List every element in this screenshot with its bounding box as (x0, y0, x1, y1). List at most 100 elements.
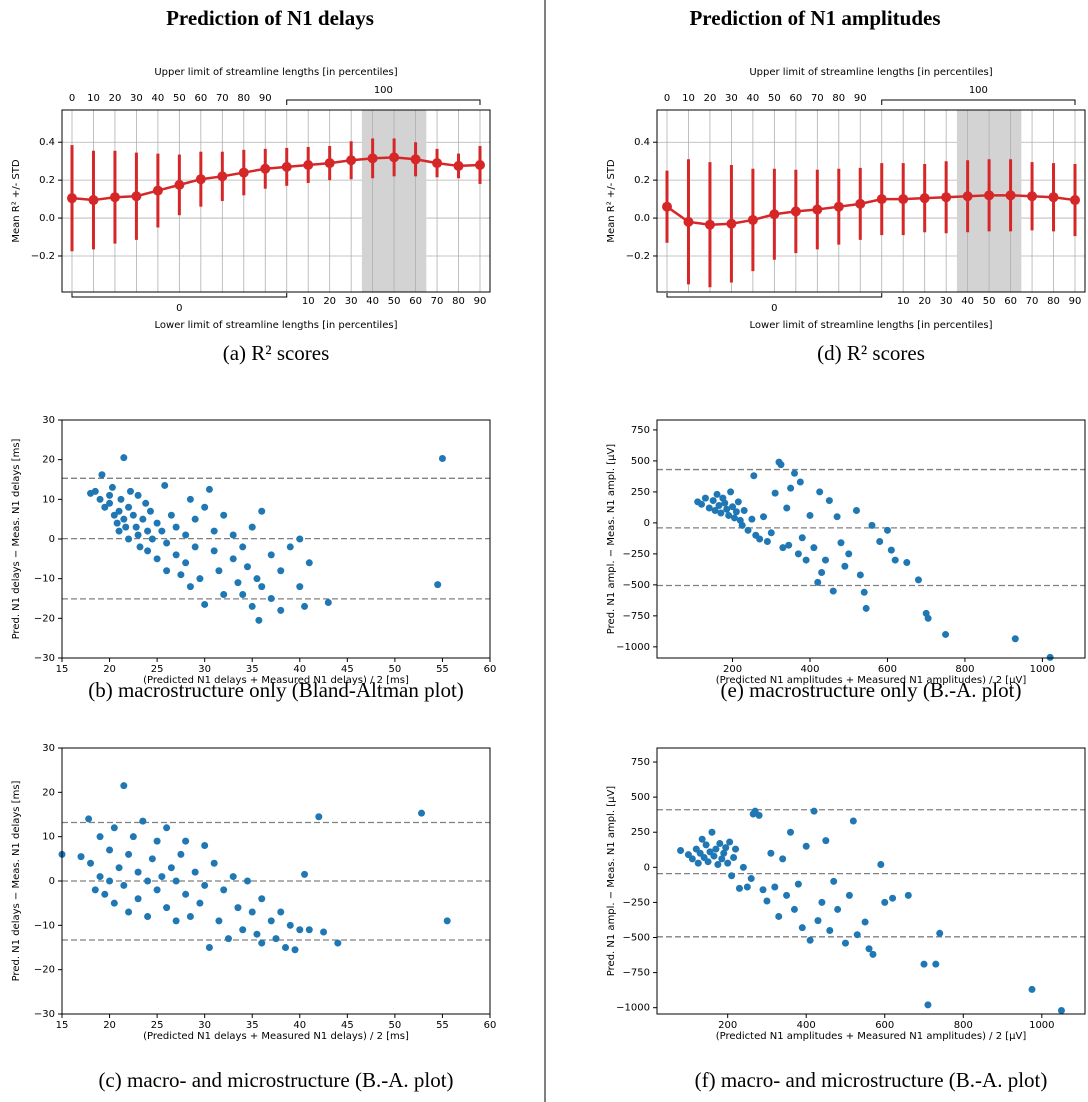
top-tick-label: 10 (682, 93, 695, 104)
point (91, 487, 99, 495)
y-tick-label: −0.2 (31, 251, 55, 262)
point (134, 491, 142, 499)
point (301, 602, 309, 610)
point (759, 886, 767, 894)
mean-point (876, 194, 887, 205)
bottom-tick-label: 90 (1069, 296, 1082, 307)
point (726, 838, 734, 846)
point (877, 861, 885, 869)
point (163, 539, 171, 547)
point (856, 571, 864, 579)
point (755, 811, 763, 819)
point (129, 511, 137, 519)
y-tick-label: 0.2 (634, 175, 650, 186)
y-tick-label: −20 (34, 965, 55, 976)
point (258, 583, 266, 591)
point (296, 535, 304, 543)
point (224, 935, 232, 943)
y-tick-label: −1000 (616, 642, 650, 653)
point (191, 543, 199, 551)
point (267, 917, 275, 925)
point (125, 850, 133, 858)
x-tick-label: 800 (954, 1020, 973, 1031)
point (785, 541, 793, 549)
y-axis-title: Pred. N1 delays − Meas. N1 delays [ms] (11, 780, 22, 981)
point (205, 485, 213, 493)
point (158, 527, 166, 535)
point (291, 946, 299, 954)
point (172, 551, 180, 559)
point (91, 886, 99, 894)
point (744, 526, 752, 534)
point (443, 917, 451, 925)
point (677, 846, 685, 854)
y-tick-label: 750 (631, 425, 650, 436)
point (810, 544, 818, 552)
y-tick-label: −10 (34, 920, 55, 931)
point (201, 600, 209, 608)
point (229, 531, 237, 539)
point (96, 833, 104, 841)
x-tick-label: 25 (151, 664, 164, 675)
point (210, 859, 218, 867)
mean-point (726, 218, 737, 229)
point (698, 835, 706, 843)
point (239, 543, 247, 551)
point (182, 559, 190, 567)
x-axis-title-bottom: Lower limit of streamline lengths [in pe… (750, 320, 993, 331)
mean-point (131, 191, 142, 202)
top-tick-label: 0 (664, 93, 670, 104)
point (814, 578, 822, 586)
x-tick-label: 55 (436, 1020, 449, 1031)
point (272, 935, 280, 943)
mean-point (109, 192, 120, 203)
mean-point (152, 185, 163, 196)
point (783, 504, 791, 512)
mean-point (919, 193, 930, 204)
top-tick-label: 30 (130, 93, 143, 104)
point (177, 571, 185, 579)
point (932, 960, 940, 968)
point (148, 855, 156, 863)
y-tick-label: 750 (631, 757, 650, 768)
x-tick-label: 40 (293, 664, 306, 675)
y-tick-label: 30 (42, 415, 55, 426)
y-tick-label: −750 (623, 611, 650, 622)
point (96, 495, 104, 503)
point (146, 507, 154, 515)
point (125, 908, 133, 916)
point (142, 499, 150, 507)
point (739, 863, 747, 871)
point (215, 567, 223, 575)
mean-point (790, 206, 801, 217)
mean-point (174, 179, 185, 190)
bottom-bracket (71, 293, 288, 298)
point (694, 859, 702, 867)
point (153, 837, 161, 845)
point (163, 904, 171, 912)
mean-point (67, 193, 77, 204)
x-axis-title-bottom: Lower limit of streamline lengths [in pe… (155, 320, 398, 331)
mean-point (281, 161, 292, 172)
point (253, 930, 261, 938)
bottom-tick-label: 40 (366, 296, 379, 307)
point (853, 931, 861, 939)
x-axis-title: (Predicted N1 amplitudes + Measured N1 a… (716, 1031, 1027, 1042)
y-tick-label: 500 (631, 456, 650, 467)
top-tick-label: 10 (87, 93, 100, 104)
point (826, 926, 834, 934)
point (779, 544, 787, 552)
mean-point (812, 204, 823, 215)
point (721, 499, 729, 507)
x-tick-label: 200 (723, 664, 742, 675)
point (763, 537, 771, 545)
axes-frame (61, 747, 491, 1015)
x-tick-label: 15 (56, 1020, 69, 1031)
point (248, 602, 256, 610)
point (722, 844, 730, 852)
caption: (f) macro- and microstructure (B.-A. plo… (695, 1068, 1048, 1092)
x-tick-label: 1000 (1030, 664, 1055, 675)
mean-point (410, 154, 421, 165)
point (277, 908, 285, 916)
point (698, 500, 706, 508)
